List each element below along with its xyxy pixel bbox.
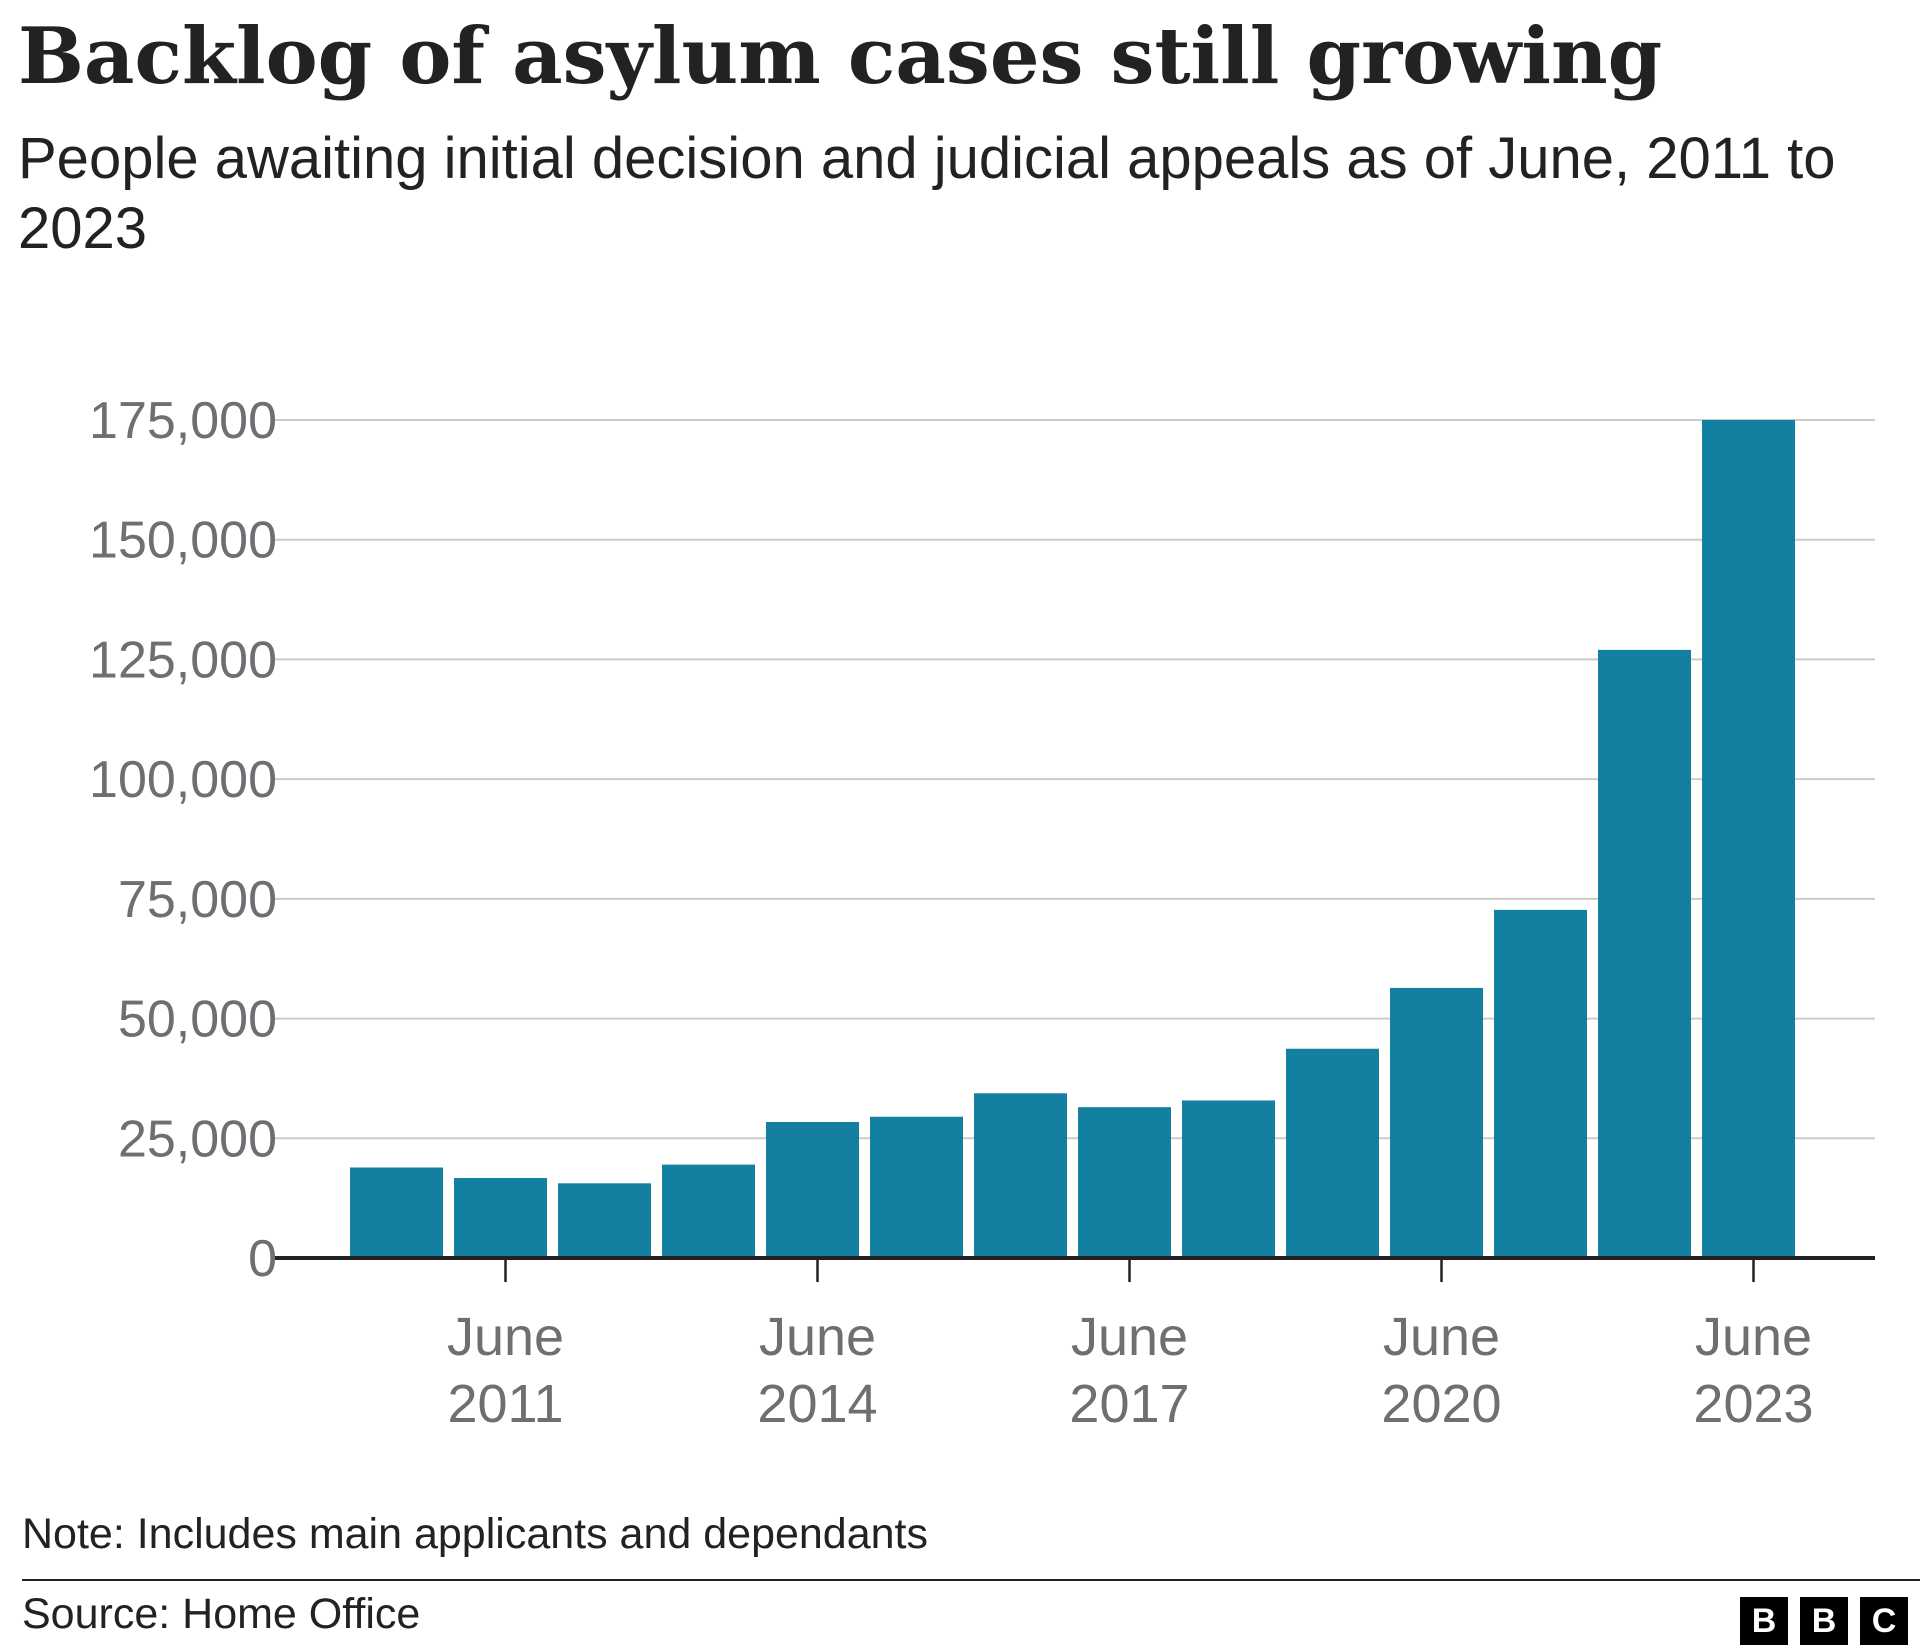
x-tick-label-month: June: [1383, 1307, 1500, 1367]
bar-2013: [662, 1164, 755, 1258]
y-tick-label: 125,000: [89, 631, 277, 689]
y-tick-label: 50,000: [118, 991, 277, 1049]
chart-note: Note: Includes main applicants and depen…: [22, 1510, 929, 1558]
bar-2011: [454, 1178, 547, 1258]
bar-2010: [350, 1167, 443, 1258]
bbc-logo-letter-1: B: [1740, 1597, 1788, 1645]
bar-chart: 0 25,000 50,000 75,000 100,000 125,000 150,000…: [89, 392, 1875, 1434]
bar-2017: [1078, 1107, 1171, 1258]
bar-2015: [870, 1116, 963, 1258]
y-tick-label: 100,000: [89, 751, 277, 809]
bbc-logo: B B C: [1740, 1597, 1908, 1645]
bar-2022: [1598, 649, 1691, 1258]
y-tick-label: 175,000: [89, 392, 277, 450]
bar-2016: [974, 1093, 1067, 1258]
chart-source: Source: Home Office: [22, 1590, 421, 1638]
x-tick-label-month: June: [759, 1307, 876, 1367]
x-tick-label-month: June: [1071, 1307, 1188, 1367]
x-tick-label-year: 2017: [1069, 1374, 1189, 1434]
bar-2012: [558, 1183, 651, 1258]
bar-2019: [1286, 1048, 1379, 1258]
y-tick-label: 0: [248, 1230, 277, 1288]
y-tick-label: 75,000: [118, 871, 277, 929]
bar-2014: [766, 1122, 859, 1258]
bar-2018: [1182, 1100, 1275, 1258]
footer-divider: [22, 1579, 1920, 1581]
chart-title: Backlog of asylum cases still growing: [18, 11, 1663, 102]
y-tick-label: 150,000: [89, 512, 277, 570]
bar-2023: [1702, 420, 1795, 1258]
chart-subtitle: People awaiting initial decision and jud…: [18, 126, 1836, 261]
bar-2021: [1494, 909, 1587, 1258]
bar-2020: [1390, 987, 1483, 1258]
x-tick-label-year: 2011: [447, 1374, 563, 1434]
x-tick-label-year: 2014: [757, 1374, 877, 1434]
y-tick-label: 25,000: [118, 1110, 277, 1168]
bbc-logo-letter-2: B: [1800, 1597, 1848, 1645]
x-tick-label-month: June: [1695, 1307, 1812, 1367]
bbc-logo-letter-3: C: [1860, 1597, 1908, 1645]
x-tick-label-year: 2023: [1693, 1374, 1813, 1434]
x-tick-label-month: June: [447, 1307, 564, 1367]
x-tick-label-year: 2020: [1381, 1374, 1501, 1434]
